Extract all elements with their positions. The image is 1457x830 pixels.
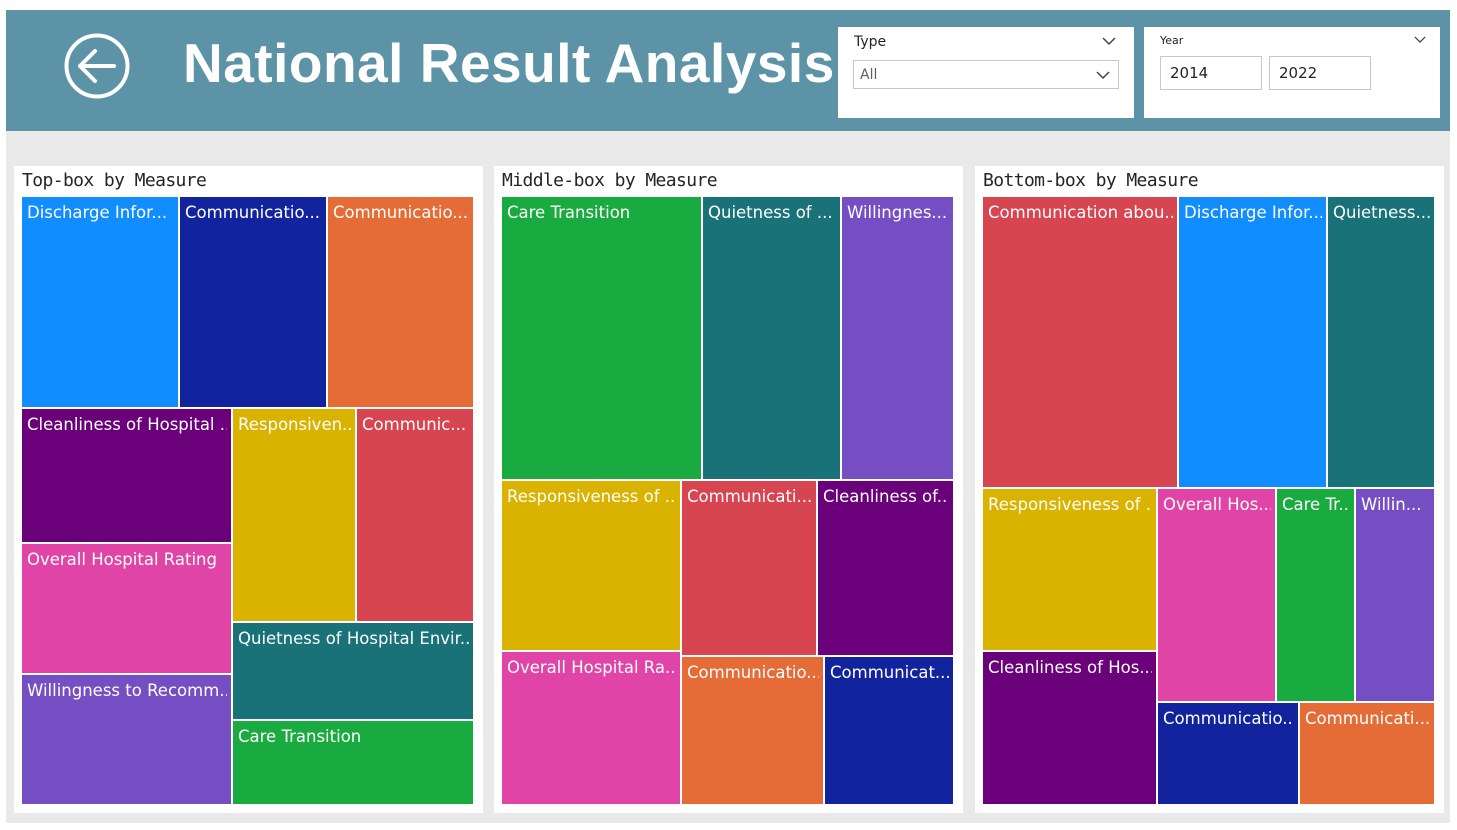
treemap-tile-label: Willingnes... xyxy=(847,203,948,222)
top-box-panel: Top-box by Measure Discharge Infor... Com… xyxy=(14,166,483,813)
treemap-tile-label: Quietness of ... xyxy=(708,203,833,222)
treemap-tile[interactable]: Communicatio... xyxy=(1158,703,1300,806)
treemap-tile[interactable]: Communicati... xyxy=(1300,703,1436,806)
treemap-tile[interactable]: Willingnes... xyxy=(842,197,955,481)
middle-box-treemap: Care Transition Quietness of ... Willingne… xyxy=(502,197,955,806)
page-title: National Result Analysis xyxy=(183,32,835,94)
treemap-tile[interactable]: Communic... xyxy=(357,409,475,623)
treemap-tile-label: Communicatio... xyxy=(1163,709,1294,728)
treemap-tile[interactable]: Care Transition xyxy=(233,721,475,806)
treemap-tile[interactable]: Willin... xyxy=(1356,489,1436,703)
top-box-treemap: Discharge Infor... Communicatio... Communi… xyxy=(22,197,475,806)
bottom-box-panel: Bottom-box by Measure Communication abou… xyxy=(975,166,1444,813)
treemap-tile-label: Communicatio... xyxy=(333,203,469,222)
treemap-tile-label: Communication abou... xyxy=(988,203,1173,222)
type-dropdown-value: All xyxy=(860,67,878,83)
treemap-tile-label: Willingness to Recomm... xyxy=(27,681,227,700)
year-end-input[interactable]: 2022 xyxy=(1269,56,1371,90)
middle-box-panel: Middle-box by Measure Care Transition Qui… xyxy=(494,166,963,813)
chart-title: Bottom-box by Measure xyxy=(983,170,1199,191)
treemap-tile[interactable]: Cleanliness of Hospital ... xyxy=(22,409,233,544)
treemap-tile-label: Communic... xyxy=(362,415,467,434)
treemap-tile[interactable]: Care Transition xyxy=(502,197,703,481)
chart-title: Middle-box by Measure xyxy=(502,170,718,191)
treemap-tile-label: Quietness of Hospital Envir... xyxy=(238,629,469,648)
treemap-tile-label: Overall Hos... xyxy=(1163,495,1271,514)
treemap-tile[interactable]: Communicati... xyxy=(682,481,818,657)
treemap-tile[interactable]: Cleanliness of... xyxy=(818,481,955,657)
treemap-tile-label: Overall Hospital Rating xyxy=(27,550,217,569)
chevron-down-icon[interactable] xyxy=(1102,36,1116,46)
treemap-tile[interactable]: Communication abou... xyxy=(983,197,1179,489)
back-button[interactable] xyxy=(64,33,130,99)
treemap-tile-label: Responsiveness of ... xyxy=(988,495,1152,514)
treemap-tile[interactable]: Responsiveness of ... xyxy=(502,481,682,652)
treemap-tile[interactable]: Overall Hospital Rating xyxy=(22,544,233,675)
treemap-tile[interactable]: Overall Hos... xyxy=(1158,489,1277,703)
treemap-tile[interactable]: Quietness... xyxy=(1328,197,1436,489)
treemap-tile[interactable]: Responsiven... xyxy=(233,409,357,623)
treemap-tile[interactable]: Overall Hospital Ra... xyxy=(502,652,682,806)
treemap-tile-label: Communicatio... xyxy=(687,663,819,682)
treemap-tile[interactable]: Responsiveness of ... xyxy=(983,489,1158,652)
treemap-tile-label: Responsiveness of ... xyxy=(507,487,676,506)
type-slicer-label: Type xyxy=(854,34,887,50)
treemap-tile-label: Communicati... xyxy=(687,487,812,506)
treemap-tile-label: Communicatio... xyxy=(185,203,321,222)
treemap-tile[interactable]: Communicatio... xyxy=(180,197,328,409)
treemap-tile[interactable]: Communicatio... xyxy=(682,657,825,806)
type-dropdown[interactable]: All xyxy=(853,60,1119,89)
treemap-tile-label: Discharge Infor... xyxy=(1184,203,1322,222)
treemap-tile-label: Communicati... xyxy=(1305,709,1430,728)
treemap-tile-label: Cleanliness of Hos... xyxy=(988,658,1152,677)
treemap-tile[interactable]: Discharge Infor... xyxy=(22,197,180,409)
treemap-tile-label: Willin... xyxy=(1361,495,1422,514)
treemap-tile-label: Communicat... xyxy=(830,663,949,682)
treemap-tile-label: Discharge Infor... xyxy=(27,203,168,222)
year-start-input[interactable]: 2014 xyxy=(1160,56,1262,90)
treemap-tile[interactable]: Willingness to Recomm... xyxy=(22,675,233,806)
chevron-down-icon[interactable] xyxy=(1414,35,1426,44)
treemap-tile[interactable]: Cleanliness of Hos... xyxy=(983,652,1158,806)
year-slicer-label: Year xyxy=(1160,34,1184,47)
treemap-tile[interactable]: Quietness of ... xyxy=(703,197,842,481)
treemap-tile[interactable]: Discharge Infor... xyxy=(1179,197,1328,489)
bottom-box-treemap: Communication abou... Discharge Infor... Q… xyxy=(983,197,1436,806)
chevron-down-icon xyxy=(1096,71,1110,80)
chart-title: Top-box by Measure xyxy=(22,170,207,191)
treemap-tile-label: Overall Hospital Ra... xyxy=(507,658,676,677)
treemap-tile[interactable]: Communicat... xyxy=(825,657,955,806)
treemap-tile[interactable]: Communicatio... xyxy=(328,197,475,409)
treemap-tile-label: Cleanliness of... xyxy=(823,487,949,506)
type-slicer: Type All xyxy=(838,27,1134,118)
treemap-tile-label: Cleanliness of Hospital ... xyxy=(27,415,227,434)
treemap-tile[interactable]: Care Tr... xyxy=(1277,489,1356,703)
treemap-tile[interactable]: Quietness of Hospital Envir... xyxy=(233,623,475,721)
year-slicer: Year 2014 2022 xyxy=(1144,27,1440,118)
treemap-tile-label: Care Tr... xyxy=(1282,495,1350,514)
arrow-left-circle-icon xyxy=(64,33,130,99)
treemap-tile-label: Quietness... xyxy=(1333,203,1430,222)
treemap-tile-label: Care Transition xyxy=(238,727,362,746)
treemap-tile-label: Responsiven... xyxy=(238,415,351,434)
treemap-tile-label: Care Transition xyxy=(507,203,631,222)
